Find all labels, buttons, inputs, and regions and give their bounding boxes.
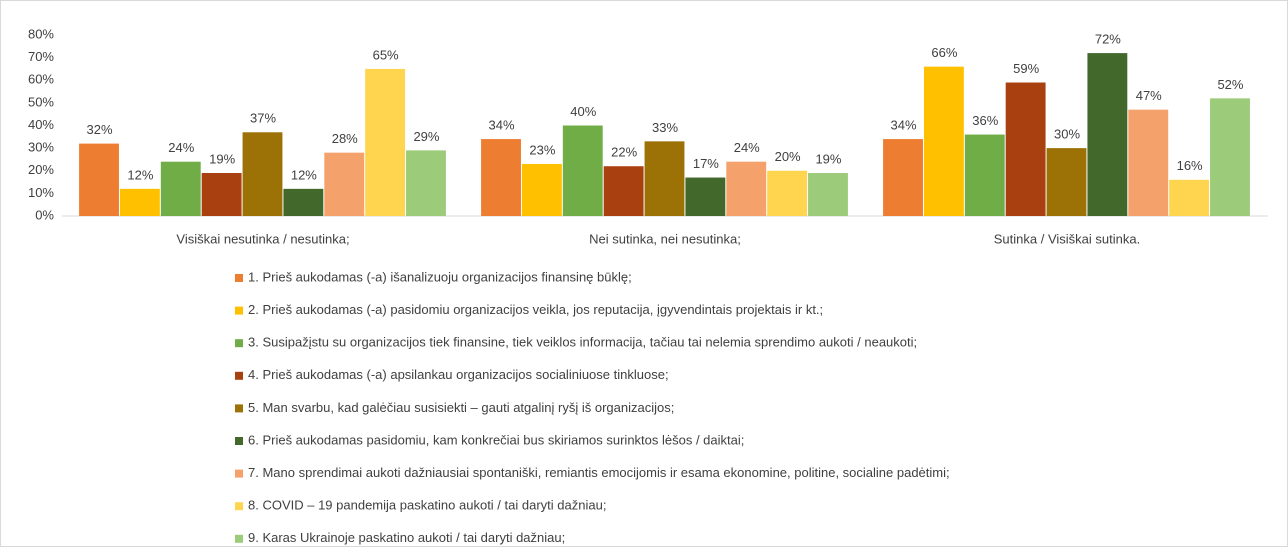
bar	[1046, 148, 1087, 216]
legend-swatch	[235, 437, 243, 445]
legend-swatch	[235, 274, 243, 282]
bar	[685, 177, 726, 216]
bar	[406, 150, 446, 216]
legend-label: 8. COVID – 19 pandemija paskatino aukoti…	[248, 498, 606, 513]
bar	[201, 173, 242, 216]
data-label: 36%	[972, 113, 998, 128]
legend-label: 5. Man svarbu, kad galėčiau susisiekti –…	[248, 400, 674, 415]
y-tick-label: 60%	[28, 72, 54, 87]
legend-label: 3. Susipažįstu su organizacijos tiek fin…	[248, 335, 917, 350]
x-tick-label: Nei sutinka, nei nesutinka;	[589, 231, 741, 246]
data-label: 24%	[734, 140, 760, 155]
data-label: 19%	[209, 151, 235, 166]
bar	[1128, 109, 1169, 216]
legend-swatch	[235, 469, 243, 478]
bar	[923, 66, 964, 216]
data-label: 28%	[332, 131, 358, 146]
legend-swatch	[235, 306, 243, 315]
data-label: 12%	[291, 167, 317, 182]
data-label: 59%	[1013, 61, 1039, 76]
data-label: 52%	[1217, 77, 1243, 92]
data-label: 24%	[168, 140, 194, 155]
bar	[242, 132, 283, 216]
data-label: 33%	[652, 120, 678, 135]
data-label: 29%	[413, 129, 439, 144]
bar	[521, 163, 562, 216]
legend-swatch	[235, 404, 243, 413]
data-label: 12%	[127, 167, 153, 182]
y-tick-label: 70%	[28, 49, 54, 64]
y-tick-label: 40%	[28, 117, 54, 132]
legend-label: 9. Karas Ukrainoje paskatino aukoti / ta…	[248, 530, 565, 545]
x-tick-label: Visiškai nesutinka / nesutinka;	[176, 231, 349, 246]
legend-label: 6. Prieš aukodamas pasidomiu, kam konkre…	[248, 432, 744, 447]
data-label: 34%	[489, 118, 515, 133]
data-label: 65%	[373, 47, 399, 62]
x-tick-label: Sutinka / Visiškai sutinka.	[994, 231, 1140, 246]
legend-label: 2. Prieš aukodamas (-a) pasidomiu organi…	[248, 302, 823, 317]
y-tick-label: 0%	[35, 207, 54, 222]
bar	[603, 166, 644, 216]
data-label: 30%	[1054, 127, 1080, 142]
bar	[160, 161, 201, 216]
data-label: 23%	[529, 142, 555, 157]
bar	[644, 141, 685, 216]
bar	[79, 143, 119, 216]
data-label: 72%	[1095, 32, 1121, 47]
bar	[119, 188, 160, 216]
bar	[283, 188, 324, 216]
bar	[562, 125, 603, 216]
legend-swatch	[235, 502, 243, 511]
legend-swatch	[235, 339, 243, 348]
bar	[964, 134, 1005, 216]
data-label: 17%	[693, 156, 719, 171]
bar	[324, 152, 365, 216]
data-label: 34%	[891, 118, 917, 133]
bar	[726, 161, 767, 216]
bar	[1210, 98, 1250, 216]
data-label: 66%	[931, 45, 957, 60]
y-tick-label: 50%	[28, 94, 54, 109]
y-tick-label: 30%	[28, 140, 54, 155]
bar	[481, 139, 521, 216]
bar	[1005, 82, 1046, 216]
legend-swatch	[235, 534, 243, 543]
data-label: 32%	[87, 122, 113, 137]
legend-swatch	[235, 371, 243, 380]
bar	[1169, 179, 1210, 216]
bar	[365, 68, 406, 216]
y-tick-label: 20%	[28, 162, 54, 177]
data-label: 37%	[250, 111, 276, 126]
bar	[1087, 53, 1128, 216]
data-label: 47%	[1136, 88, 1162, 103]
data-label: 19%	[815, 151, 841, 166]
legend-label: 7. Mano sprendimai aukoti dažniausiai sp…	[248, 465, 950, 480]
data-label: 22%	[611, 145, 637, 160]
data-label: 40%	[570, 104, 596, 119]
y-tick-label: 80%	[28, 26, 54, 41]
data-label: 16%	[1177, 158, 1203, 173]
bar	[767, 170, 808, 216]
legend-label: 1. Prieš aukodamas (-a) išanalizuoju org…	[248, 269, 632, 284]
bar	[808, 173, 848, 216]
y-tick-label: 10%	[28, 185, 54, 200]
legend-label: 4. Prieš aukodamas (-a) apsilankau organ…	[248, 367, 669, 382]
bar	[883, 139, 923, 216]
data-label: 20%	[775, 149, 801, 164]
